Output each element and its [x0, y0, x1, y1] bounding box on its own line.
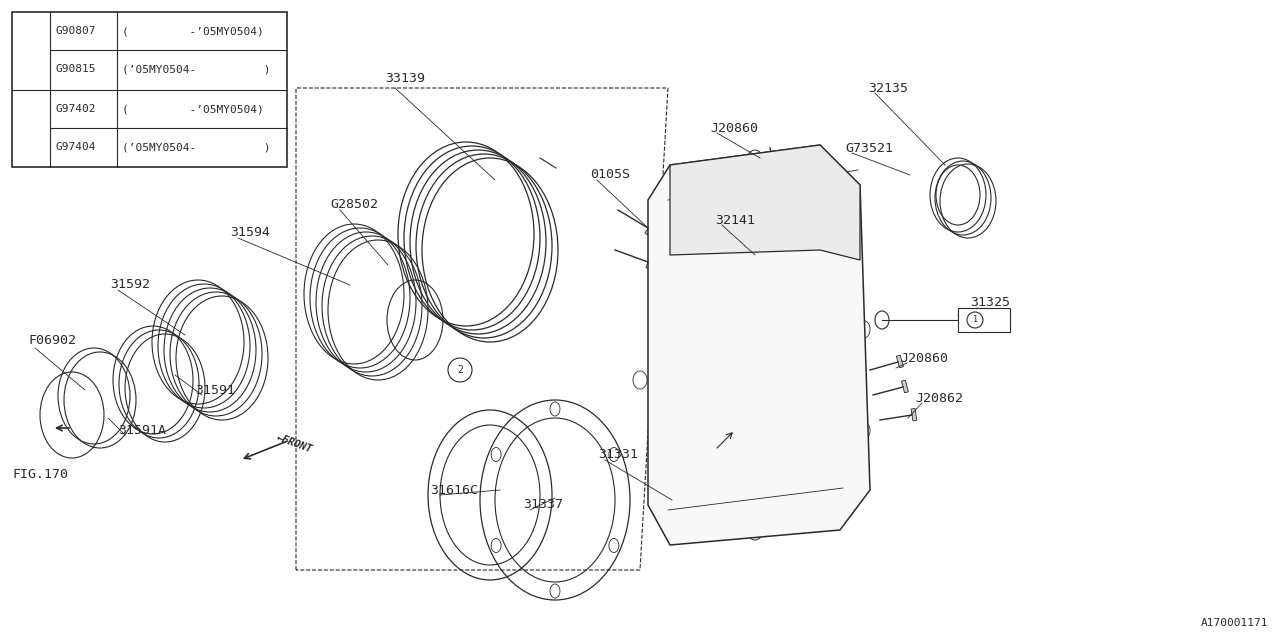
Text: G97402: G97402 — [55, 104, 96, 114]
Text: 2: 2 — [457, 365, 463, 375]
Text: 31591: 31591 — [195, 383, 236, 397]
Polygon shape — [772, 177, 785, 184]
Text: 1: 1 — [28, 45, 35, 55]
Text: J20862: J20862 — [915, 392, 963, 404]
Text: (         -’05MY0504): ( -’05MY0504) — [122, 104, 264, 114]
Polygon shape — [901, 380, 909, 393]
Text: G73521: G73521 — [845, 141, 893, 154]
Text: (’05MY0504-          ): (’05MY0504- ) — [122, 142, 270, 152]
Circle shape — [448, 358, 472, 382]
Text: 31616C: 31616C — [430, 483, 477, 497]
Text: (’05MY0504-          ): (’05MY0504- ) — [122, 64, 270, 74]
Circle shape — [18, 115, 44, 141]
Ellipse shape — [650, 245, 860, 515]
Polygon shape — [911, 408, 916, 421]
Text: 33139: 33139 — [385, 72, 425, 84]
Text: 32135: 32135 — [868, 81, 908, 95]
Text: 32141: 32141 — [716, 214, 755, 227]
Text: 31337: 31337 — [524, 499, 563, 511]
Text: G90815: G90815 — [55, 64, 96, 74]
Text: 0105S: 0105S — [590, 168, 630, 182]
Text: 31325: 31325 — [970, 296, 1010, 310]
Text: J20860: J20860 — [710, 122, 758, 134]
Text: 31592: 31592 — [110, 278, 150, 291]
Text: A170001171: A170001171 — [1201, 618, 1268, 628]
FancyBboxPatch shape — [957, 308, 1010, 332]
Text: ←FRONT: ←FRONT — [275, 433, 314, 455]
Polygon shape — [648, 145, 870, 545]
Text: (         -’05MY0504): ( -’05MY0504) — [122, 26, 264, 36]
Text: F06902: F06902 — [28, 333, 76, 346]
Text: G97404: G97404 — [55, 142, 96, 152]
Text: 1: 1 — [973, 316, 978, 324]
Circle shape — [966, 312, 983, 328]
Polygon shape — [749, 184, 762, 190]
Text: J20860: J20860 — [900, 351, 948, 365]
Text: G28502: G28502 — [330, 198, 378, 211]
Polygon shape — [645, 223, 654, 236]
Polygon shape — [896, 355, 904, 368]
Text: 31594: 31594 — [230, 227, 270, 239]
Text: 31591A: 31591A — [118, 424, 166, 436]
Polygon shape — [646, 257, 654, 269]
FancyBboxPatch shape — [12, 12, 287, 167]
Text: 31331: 31331 — [598, 449, 637, 461]
Text: 2: 2 — [28, 123, 35, 133]
Polygon shape — [669, 145, 860, 260]
Circle shape — [18, 37, 44, 63]
Text: G90807: G90807 — [55, 26, 96, 36]
Text: FIG.170: FIG.170 — [12, 468, 68, 481]
